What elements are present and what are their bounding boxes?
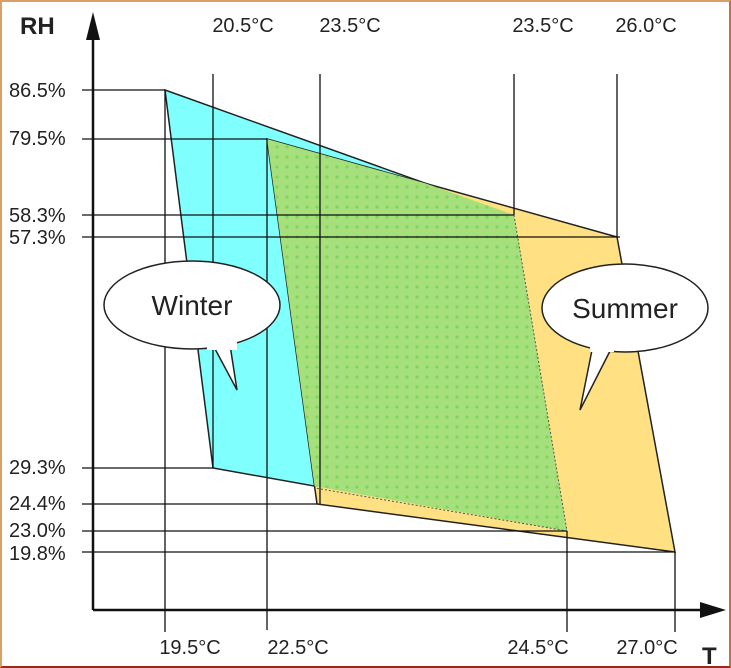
bottom-temp-labels: 19.5°C 22.5°C 24.5°C 27.0°C xyxy=(159,637,677,659)
y-axis-title: RH xyxy=(20,13,55,40)
rh-label: 23.0% xyxy=(9,520,66,542)
rh-label: 57.3% xyxy=(9,227,66,249)
temp-label: 23.5°C xyxy=(319,15,380,37)
x-axis-title: T xyxy=(702,643,717,668)
rh-label: 29.3% xyxy=(9,457,66,479)
x-axis-arrow-icon xyxy=(700,602,726,618)
temp-label: 22.5°C xyxy=(267,637,328,659)
top-temp-labels: 20.5°C 23.5°C 23.5°C 26.0°C xyxy=(212,15,676,37)
temp-label: 27.0°C xyxy=(616,637,677,659)
rh-label: 24.4% xyxy=(9,493,66,515)
temp-label: 24.5°C xyxy=(507,637,568,659)
rh-labels: 86.5% 79.5% 58.3% 57.3% 29.3% 24.4% 23.0… xyxy=(9,80,66,565)
summer-callout: Summer xyxy=(541,263,709,411)
overlap-zone xyxy=(267,139,567,531)
rh-label: 58.3% xyxy=(9,205,66,227)
rh-label: 79.5% xyxy=(9,128,66,150)
winter-label: Winter xyxy=(152,290,233,321)
temp-label: 23.5°C xyxy=(512,15,573,37)
temp-label: 26.0°C xyxy=(615,15,676,37)
temp-label: 20.5°C xyxy=(212,15,273,37)
y-axis-arrow-icon xyxy=(86,12,100,40)
summer-label: Summer xyxy=(572,293,678,324)
rh-label: 86.5% xyxy=(9,80,66,102)
temp-label: 19.5°C xyxy=(159,637,220,659)
winter-callout: Winter xyxy=(103,260,281,391)
rh-label: 19.8% xyxy=(9,543,66,565)
reference-lines xyxy=(82,74,676,632)
axes xyxy=(86,12,726,618)
